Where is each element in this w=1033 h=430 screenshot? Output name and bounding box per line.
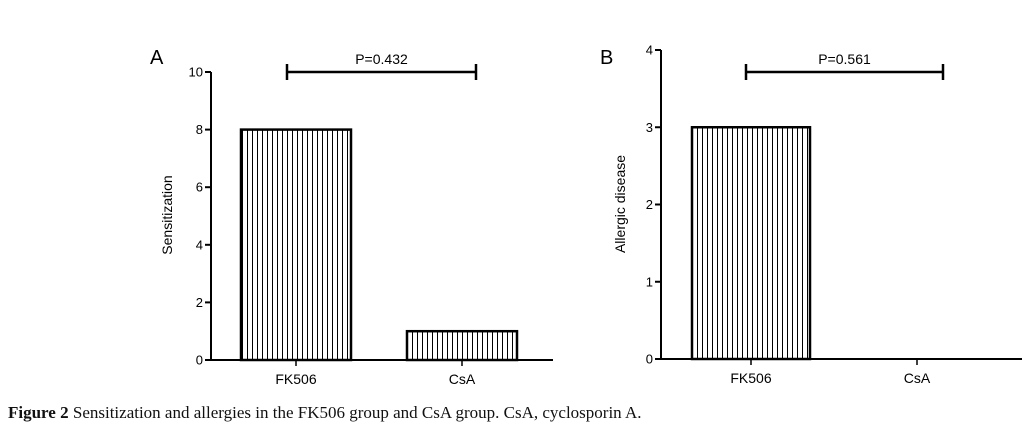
y-tick-label: 2 <box>196 295 203 310</box>
panel-b: B 0 1 2 3 4 Allergic disease FK506 CsA P=0.561 <box>600 43 1022 386</box>
panel-letter: B <box>600 47 613 69</box>
x-tick-label: FK506 <box>730 370 771 386</box>
y-tick-label: 2 <box>646 197 653 212</box>
panel-letter: A <box>150 47 164 69</box>
x-tick-label: CsA <box>449 371 476 387</box>
y-tick-label: 0 <box>646 352 653 367</box>
caption-label: Figure 2 <box>8 403 69 422</box>
y-axis-title: Sensitization <box>159 175 175 254</box>
y-tick-label: 1 <box>646 274 653 289</box>
y-axis-title: Allergic disease <box>612 155 628 253</box>
p-value-label: P=0.561 <box>818 51 871 67</box>
figure-canvas: A 0 2 4 6 8 10 Sensitization FK506 CsA P=0.432 B 0 1… <box>150 43 1022 387</box>
y-tick-label: 6 <box>196 180 203 195</box>
y-tick-label: 4 <box>196 237 203 252</box>
bar-fk506 <box>690 126 812 361</box>
y-tick-label: 10 <box>189 65 203 80</box>
x-tick-label: FK506 <box>275 371 316 387</box>
bar-fk506 <box>239 128 353 362</box>
y-tick-label: 4 <box>646 43 653 58</box>
x-tick-label: CsA <box>904 370 931 386</box>
y-tick-label: 0 <box>196 353 203 368</box>
figure-caption: Figure 2 Sensitization and allergies in … <box>8 403 642 423</box>
p-value-label: P=0.432 <box>355 51 408 67</box>
bar-csa <box>405 329 519 362</box>
y-tick-label: 8 <box>196 122 203 137</box>
panel-a: A 0 2 4 6 8 10 Sensitization FK506 CsA P=0.432 <box>150 47 553 387</box>
y-tick-label: 3 <box>646 120 653 135</box>
caption-text: Sensitization and allergies in the FK506… <box>72 403 642 422</box>
